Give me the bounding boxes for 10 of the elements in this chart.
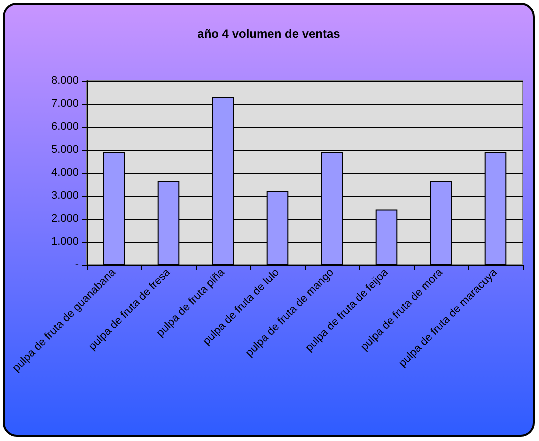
y-tick-label: 4.000 xyxy=(51,167,79,179)
y-tick-label: 5.000 xyxy=(51,144,79,156)
y-tick-label: - xyxy=(75,259,80,271)
y-tick-label: 7.000 xyxy=(51,98,79,110)
y-tick-label: 8.000 xyxy=(51,75,79,87)
y-tick-label: 3.000 xyxy=(51,190,79,202)
y-tick-label: 2.000 xyxy=(51,213,79,225)
y-tick-label: 6.000 xyxy=(51,121,79,133)
chart-title: año 4 volumen de ventas xyxy=(198,27,341,41)
y-tick-label: 1.000 xyxy=(51,236,79,248)
